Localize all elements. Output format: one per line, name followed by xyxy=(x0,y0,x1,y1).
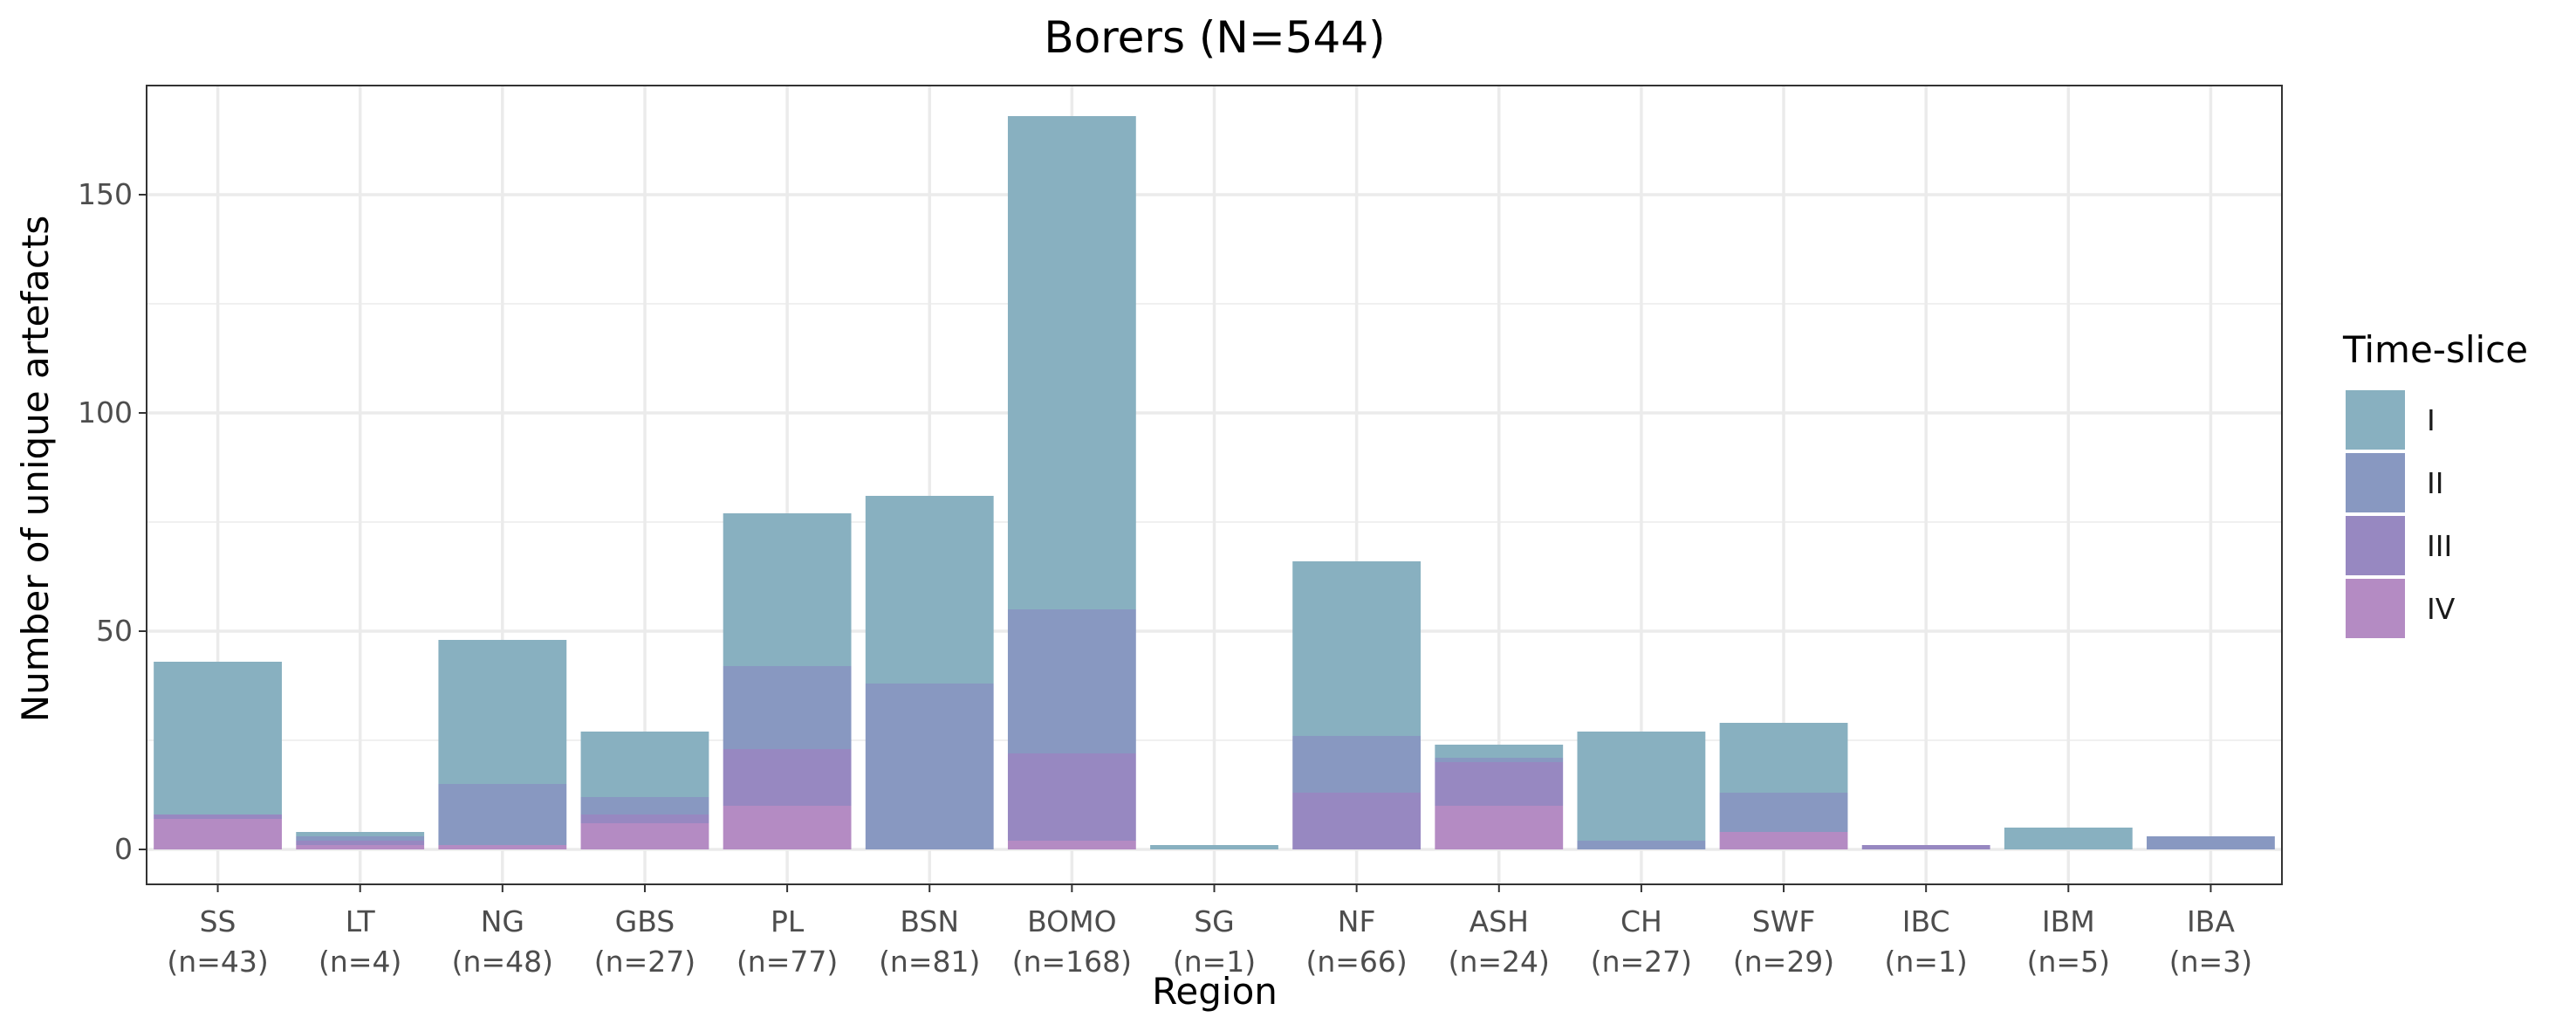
x-tick-label: GBS xyxy=(615,904,675,938)
x-axis: SS (n=43) LT (n=4) NG (n=48) GBS (n=27) PL (n=77)… xyxy=(167,884,2252,979)
bar-swf-iv xyxy=(1719,832,1848,849)
bar-lt-i xyxy=(296,832,425,836)
x-tick-label: NF xyxy=(1338,904,1376,938)
bar-ng-i xyxy=(438,640,567,784)
bars xyxy=(154,116,2275,849)
bar-bsn-ii xyxy=(865,684,994,849)
bar-bomo-iv xyxy=(1007,841,1136,849)
bar-ch-i xyxy=(1577,732,1706,841)
bar-swf-ii xyxy=(1719,793,1848,832)
bar-ss-i xyxy=(154,662,282,814)
legend-label-i: I xyxy=(2427,403,2436,437)
x-tick-count-label: (n=48) xyxy=(452,945,553,979)
y-tick-label: 0 xyxy=(114,832,133,866)
x-tick-count-label: (n=29) xyxy=(1733,945,1834,979)
bar-gbs-ii xyxy=(580,797,709,814)
bar-gbs-i xyxy=(580,732,709,797)
x-tick-label: ASH xyxy=(1470,904,1529,938)
bar-lt-ii xyxy=(296,836,425,841)
bar-nf-i xyxy=(1292,561,1422,736)
x-tick-count-label: (n=1) xyxy=(1885,945,1968,979)
y-tick-label: 100 xyxy=(78,395,133,430)
bar-iba-ii xyxy=(2147,836,2275,849)
x-tick-count-label: (n=5) xyxy=(2027,945,2110,979)
y-tick-label: 50 xyxy=(96,614,133,648)
bar-ch-ii xyxy=(1577,841,1706,849)
legend-label-iii: III xyxy=(2427,529,2452,563)
bar-bomo-i xyxy=(1007,116,1136,609)
x-tick-label: IBM xyxy=(2042,904,2095,938)
legend-key-i xyxy=(2346,390,2405,450)
x-tick-label: LT xyxy=(346,904,376,938)
legend-title: Time-slice xyxy=(2342,328,2528,371)
x-tick-label: SS xyxy=(200,904,236,938)
bar-nf-iii xyxy=(1292,793,1422,849)
x-tick-count-label: (n=27) xyxy=(594,945,695,979)
bar-ash-iii xyxy=(1435,762,1564,806)
bar-lt-iv xyxy=(296,845,425,849)
x-tick-label: BSN xyxy=(900,904,959,938)
y-axis-title: Number of unique artefacts xyxy=(14,216,57,723)
bar-ss-iv xyxy=(154,819,282,849)
bar-bsn-i xyxy=(865,496,994,684)
bar-ss-iii xyxy=(154,814,282,819)
bar-bomo-ii xyxy=(1007,609,1136,753)
legend-key-iv xyxy=(2346,579,2405,638)
bar-ng-ii xyxy=(438,784,567,845)
legend-key-iii xyxy=(2346,516,2405,575)
bar-lt-iii xyxy=(296,841,425,845)
bar-ash-iv xyxy=(1435,806,1564,849)
legend-label-ii: II xyxy=(2427,466,2443,500)
x-tick-label: IBA xyxy=(2187,904,2235,938)
bar-ibm-i xyxy=(2004,828,2133,849)
x-tick-label: SG xyxy=(1194,904,1235,938)
bar-bomo-iii xyxy=(1007,753,1136,841)
bar-swf-i xyxy=(1719,723,1848,793)
x-tick-count-label: (n=81) xyxy=(879,945,980,979)
x-tick-count-label: (n=77) xyxy=(736,945,838,979)
x-tick-count-label: (n=24) xyxy=(1449,945,1550,979)
x-tick-label: SWF xyxy=(1752,904,1816,938)
bar-ash-i xyxy=(1435,745,1564,758)
x-tick-label: CH xyxy=(1620,904,1662,938)
chart-title: Borers (N=544) xyxy=(1044,12,1385,63)
bar-sg-i xyxy=(1150,845,1278,849)
bar-pl-i xyxy=(723,513,852,666)
bar-gbs-iv xyxy=(580,823,709,849)
x-tick-count-label: (n=168) xyxy=(1012,945,1132,979)
bar-ibc-iii xyxy=(1861,845,1990,849)
bar-nf-ii xyxy=(1292,736,1422,793)
legend-label-iv: IV xyxy=(2427,592,2456,626)
bar-gbs-iii xyxy=(580,814,709,823)
bar-ng-iv xyxy=(438,845,567,849)
bar-pl-iv xyxy=(723,806,852,849)
x-tick-label: PL xyxy=(771,904,805,938)
bar-pl-ii xyxy=(723,666,852,749)
x-axis-title: Region xyxy=(1152,970,1278,1013)
x-tick-count-label: (n=1) xyxy=(1173,945,1256,979)
y-axis: 0 50 100 150 xyxy=(78,177,147,866)
x-tick-count-label: (n=3) xyxy=(2169,945,2252,979)
y-tick-label: 150 xyxy=(78,177,133,211)
x-tick-label: NG xyxy=(481,904,524,938)
x-tick-count-label: (n=43) xyxy=(167,945,268,979)
legend-key-ii xyxy=(2346,453,2405,512)
x-tick-count-label: (n=4) xyxy=(319,945,401,979)
x-tick-label: IBC xyxy=(1902,904,1950,938)
bar-ash-ii xyxy=(1435,758,1564,762)
x-tick-count-label: (n=27) xyxy=(1591,945,1692,979)
x-tick-label: BOMO xyxy=(1027,904,1116,938)
bar-pl-iii xyxy=(723,749,852,806)
x-tick-count-label: (n=66) xyxy=(1305,945,1407,979)
